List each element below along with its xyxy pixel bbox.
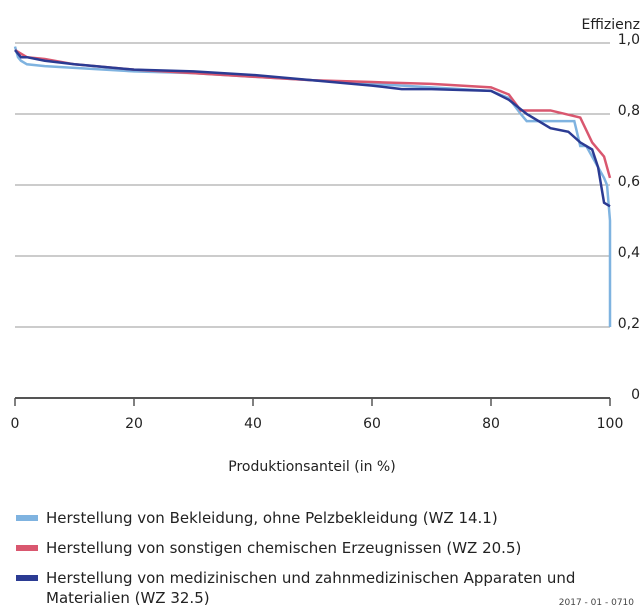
x-tick-label: 0 (11, 416, 20, 432)
x-tick-label: 40 (244, 416, 262, 432)
y-tick-label: 0,6 (618, 174, 640, 190)
x-tick-label: 100 (597, 416, 624, 432)
legend-label: Herstellung von sonstigen chemischen Erz… (46, 539, 522, 557)
note: 2017 - 01 - 0710 (558, 598, 634, 608)
series-line (14, 49, 611, 208)
series-line (13, 46, 612, 327)
x-tick-label: 60 (363, 416, 381, 432)
legend-swatch (16, 515, 38, 521)
chart: Effizienz Produktionsanteil (in %) 0 0,2 0… (11, 17, 641, 475)
x-tick-label: 80 (482, 416, 500, 432)
legend-item: Herstellung von sonstigen chemischen Erz… (16, 538, 616, 558)
y-axis-label: Effizienz (582, 17, 640, 33)
legend-item: Herstellung von medizinischen und zahnme… (16, 568, 616, 608)
y-tick-label: 0,2 (618, 316, 640, 332)
legend-label: Herstellung von medizinischen und zahnme… (46, 569, 576, 607)
legend-label: Herstellung von Bekleidung, ohne Pelzbek… (46, 509, 498, 527)
x-tick-label: 20 (125, 416, 143, 432)
y-tick-label: 0,4 (618, 245, 640, 261)
y-tick-label: 0 (631, 387, 640, 403)
x-axis-label: Produktionsanteil (in %) (228, 459, 395, 475)
legend-swatch (16, 545, 38, 551)
legend-item: Herstellung von Bekleidung, ohne Pelzbek… (16, 508, 616, 528)
legend-swatch (16, 575, 38, 581)
y-tick-label: 1,0 (618, 32, 640, 48)
y-tick-label: 0,8 (618, 103, 640, 119)
